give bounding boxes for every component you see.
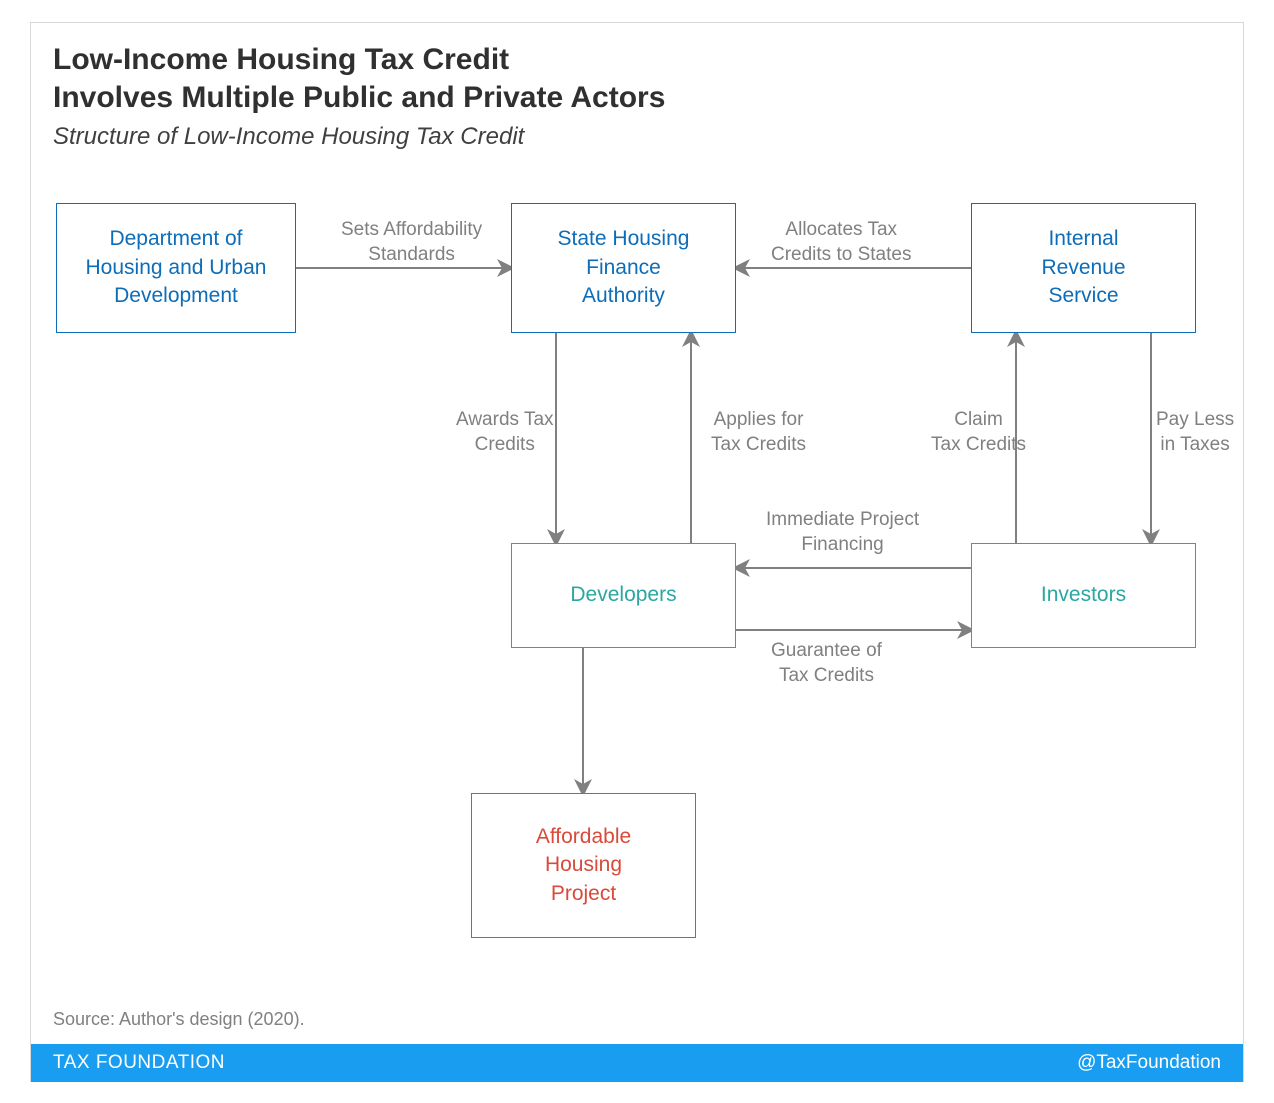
edge-label-irs-shfa: Allocates TaxCredits to States — [771, 218, 911, 267]
edge-label-hud-shfa: Sets AffordabilityStandards — [341, 218, 482, 267]
edge-label-inv-dev-finance: Immediate ProjectFinancing — [766, 508, 919, 557]
footer-bar: TAX FOUNDATION @TaxFoundation — [31, 1044, 1243, 1082]
node-hud: Department ofHousing and UrbanDevelopmen… — [56, 203, 296, 333]
node-proj: AffordableHousingProject — [471, 793, 696, 938]
edge-label-inv-irs-claim: ClaimTax Credits — [931, 408, 1026, 457]
footer-handle: @TaxFoundation — [1077, 1052, 1221, 1074]
page-subtitle: Structure of Low-Income Housing Tax Cred… — [53, 123, 524, 151]
node-irs: InternalRevenueService — [971, 203, 1196, 333]
edge-label-dev-shfa-apply: Applies forTax Credits — [711, 408, 806, 457]
edge-label-dev-inv-guarantee: Guarantee ofTax Credits — [771, 639, 882, 688]
node-dev: Developers — [511, 543, 736, 648]
edge-label-shfa-dev-awards: Awards TaxCredits — [456, 408, 554, 457]
title-line-1: Low-Income Housing Tax Credit — [53, 43, 509, 76]
node-inv: Investors — [971, 543, 1196, 648]
diagram-container: Low-Income Housing Tax Credit Involves M… — [30, 22, 1244, 1082]
title-line-2: Involves Multiple Public and Private Act… — [53, 81, 665, 114]
source-note: Source: Author's design (2020). — [53, 1009, 305, 1030]
edge-label-irs-inv-payless: Pay Lessin Taxes — [1156, 408, 1234, 457]
footer-org: TAX FOUNDATION — [53, 1052, 225, 1074]
page-title: Low-Income Housing Tax Credit Involves M… — [53, 41, 665, 116]
node-shfa: State HousingFinanceAuthority — [511, 203, 736, 333]
